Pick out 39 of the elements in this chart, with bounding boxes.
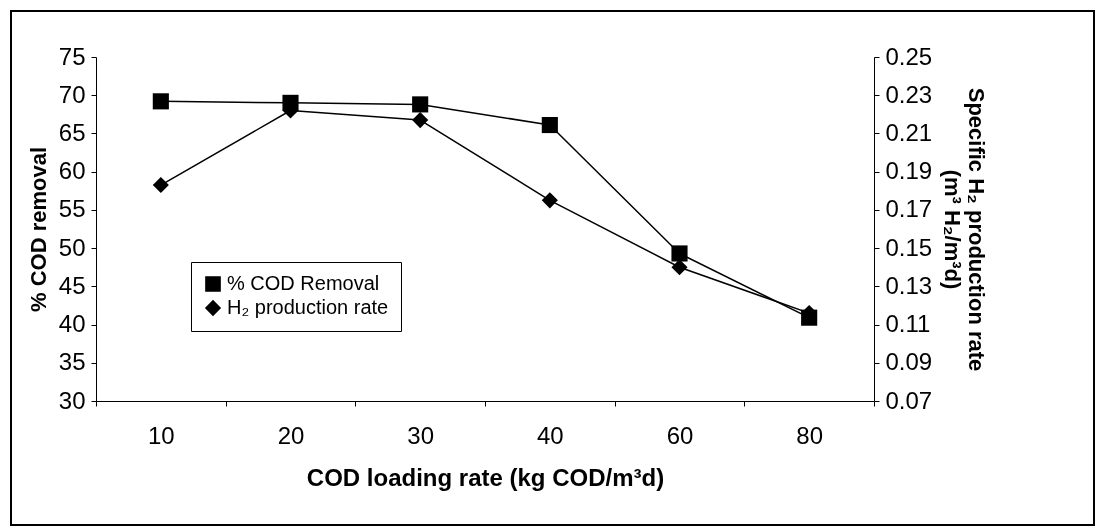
y-tick-label: 70 (58, 80, 86, 108)
y-tick-label: 60 (58, 157, 86, 185)
x-tick-label: 80 (796, 421, 824, 449)
y-tick-label: 40 (58, 310, 86, 338)
y-tick-label: 45 (58, 271, 86, 299)
legend-label: H₂ production rate (227, 296, 389, 318)
y2-tick-label: 0.11 (885, 310, 931, 338)
y2-axis-title: Specific H₂ production rate (m³ H₂/m³d) (940, 87, 990, 372)
y-tick-label: 35 (58, 348, 86, 376)
x-axis-title: COD loading rate (kg COD/m³d) (306, 463, 665, 491)
y2-tick-label: 0.17 (885, 195, 933, 223)
point (412, 112, 429, 129)
y2-tick-label: 0.13 (885, 271, 933, 299)
x-tick-label: 60 (666, 421, 694, 449)
y2-tick-label: 0.09 (885, 348, 933, 376)
x-tick-label: 20 (277, 421, 305, 449)
y-tick-label: 30 (58, 386, 86, 414)
y2-tick-label: 0.15 (885, 233, 933, 261)
y-tick-label: 55 (58, 195, 86, 223)
y2-tick-label: 0.07 (885, 386, 933, 414)
point (671, 245, 688, 262)
y2-tick-label: 0.23 (885, 80, 933, 108)
y-axis-title: % COD removal (25, 146, 51, 313)
point (541, 116, 558, 134)
point (541, 192, 558, 209)
y2-tick-label: 0.25 (885, 42, 933, 70)
y2-tick-label: 0.19 (885, 157, 933, 185)
x-tick-label: 30 (407, 421, 435, 449)
y-tick-label: 65 (58, 118, 86, 146)
point (152, 176, 169, 194)
point (412, 96, 429, 113)
point (152, 93, 169, 110)
y-tick-label: 50 (58, 233, 86, 261)
point (671, 259, 688, 276)
y2-tick-label: 0.21 (885, 118, 933, 146)
y-tick-label: 75 (58, 42, 86, 70)
x-tick-label: 10 (147, 421, 175, 449)
legend-label: % COD Removal (227, 272, 380, 294)
x-tick-label: 40 (536, 421, 564, 449)
